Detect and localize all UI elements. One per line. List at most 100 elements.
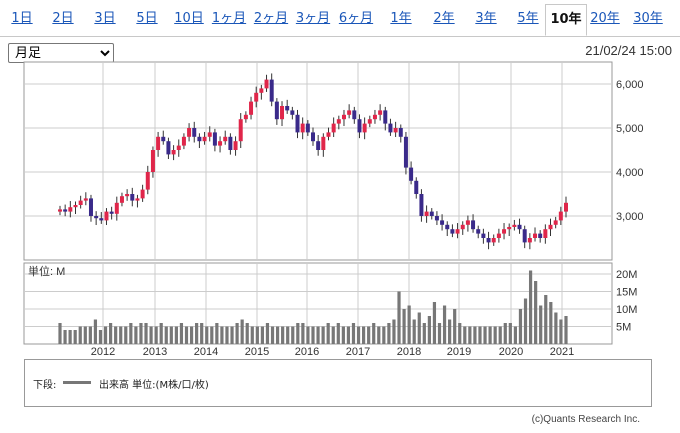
volume-bar — [144, 323, 148, 344]
candle-body — [491, 238, 496, 243]
tab-2[interactable]: 3日 — [94, 11, 116, 26]
tab-8[interactable]: 6ヶ月 — [338, 11, 374, 26]
tab-14[interactable]: 20年 — [590, 11, 620, 26]
volume-bar — [336, 323, 340, 344]
candle-body — [285, 106, 290, 111]
volume-bar — [78, 326, 82, 344]
x-tick-label: 2020 — [499, 346, 523, 358]
candle-body — [305, 123, 310, 133]
x-tick-label: 2018 — [397, 346, 421, 358]
candle-body — [486, 238, 491, 243]
candle-body — [125, 194, 130, 197]
volume-bar — [119, 326, 123, 344]
volume-bar — [83, 326, 87, 344]
candle-body — [321, 136, 326, 150]
candle-body — [512, 224, 517, 227]
x-tick-label: 2016 — [295, 346, 319, 358]
tab-0[interactable]: 1日 — [11, 11, 33, 26]
volume-bar — [159, 323, 163, 344]
candle-body — [243, 114, 248, 120]
tab-10[interactable]: 2年 — [433, 11, 455, 26]
candle-body — [326, 132, 331, 137]
volume-bar — [281, 326, 285, 344]
volume-bar — [503, 323, 507, 344]
volume-tick-label: 5M — [616, 322, 631, 334]
volume-bar — [478, 326, 482, 344]
candle-body — [414, 180, 419, 194]
candle-body — [259, 88, 264, 93]
x-tick-label: 2012 — [91, 346, 115, 358]
x-tick-label: 2021 — [550, 346, 574, 358]
volume-bar — [291, 326, 295, 344]
candle-body — [440, 220, 445, 225]
candle-body — [238, 119, 243, 142]
tab-4[interactable]: 10日 — [174, 11, 204, 26]
volume-bar — [346, 326, 351, 344]
volume-bar — [179, 323, 184, 344]
candle-body — [517, 224, 522, 230]
volume-bar — [205, 326, 209, 344]
x-tick-label: 2013 — [143, 346, 167, 358]
volume-bar — [184, 326, 189, 344]
volume-bar — [437, 323, 442, 344]
candle-body — [362, 123, 367, 133]
volume-bar — [397, 291, 401, 344]
candle-body — [197, 136, 202, 142]
candle-body — [212, 132, 217, 146]
tab-15[interactable]: 30年 — [633, 11, 663, 26]
volume-bar — [554, 312, 558, 344]
volume-bar — [422, 323, 426, 344]
volume-bar — [215, 323, 219, 344]
candle-body — [378, 110, 383, 115]
candle-body — [249, 101, 254, 115]
candle-body — [269, 79, 274, 102]
candle-body — [445, 224, 450, 230]
volume-legend-swatch — [63, 381, 91, 384]
volume-bar — [174, 326, 178, 344]
candle-body — [502, 229, 507, 234]
tab-5[interactable]: 1ヶ月 — [211, 11, 247, 26]
volume-bar — [169, 326, 173, 344]
volume-tick-label: 15M — [616, 287, 637, 299]
volume-bar — [210, 326, 214, 344]
copyright: (c)Quants Research Inc. — [531, 414, 640, 425]
tab-7[interactable]: 3ヶ月 — [295, 11, 331, 26]
volume-bar — [528, 270, 533, 344]
volume-bar — [341, 326, 345, 344]
volume-bar — [88, 326, 92, 344]
candle-body — [398, 128, 403, 137]
candle-body — [63, 209, 68, 212]
candle-body — [393, 128, 398, 133]
volume-bar — [513, 326, 517, 344]
tab-11[interactable]: 3年 — [475, 11, 497, 26]
candle-body — [450, 229, 455, 234]
tab-3[interactable]: 5日 — [136, 11, 158, 26]
price-tick-label: 5,000 — [616, 123, 644, 135]
tab-6[interactable]: 2ヶ月 — [253, 11, 289, 26]
candle-body — [558, 211, 563, 221]
volume-bar — [134, 326, 138, 344]
tab-9[interactable]: 1年 — [390, 11, 412, 26]
candle-body — [424, 211, 429, 216]
volume-bar — [230, 326, 234, 344]
candle-body — [434, 216, 439, 221]
volume-bar — [301, 323, 305, 344]
tab-12[interactable]: 5年 — [517, 11, 539, 26]
volume-bar — [367, 326, 371, 344]
candle-body — [481, 233, 486, 238]
candle-body — [88, 198, 93, 216]
volume-bar — [114, 326, 118, 344]
candle-body — [372, 114, 377, 120]
volume-bar — [255, 326, 259, 344]
candle-body — [223, 136, 228, 142]
volume-bar — [488, 326, 492, 344]
tab-13[interactable]: 10年 — [545, 4, 587, 36]
candle-body — [83, 198, 88, 201]
candle-body — [341, 114, 346, 120]
volume-bar — [129, 323, 133, 344]
candle-body — [357, 119, 362, 133]
candle-body — [150, 150, 155, 172]
tab-1[interactable]: 2日 — [52, 11, 74, 26]
x-tick-label: 2019 — [447, 346, 471, 358]
volume-bar — [270, 326, 275, 344]
